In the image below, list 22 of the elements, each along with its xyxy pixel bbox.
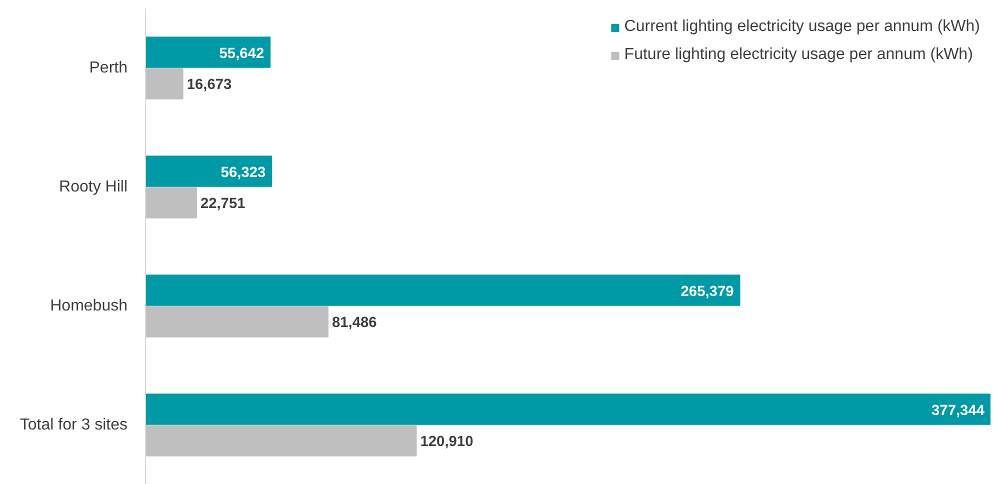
legend-label: Current lighting electricity usage per annum (kWh): [624, 18, 980, 36]
data-label: 16,673: [186, 77, 232, 94]
data-label: 81,486: [332, 315, 377, 332]
bar: [146, 425, 417, 456]
legend-label: Future lighting electricity usage per annum (kWh): [624, 46, 973, 64]
y-tick-label: Perth: [89, 60, 128, 76]
bar: [146, 36, 271, 68]
bar: [146, 306, 328, 338]
y-tick-label: Homebush: [50, 298, 128, 314]
bar: [146, 274, 740, 306]
data-label: 265,379: [680, 284, 734, 300]
data-label: 55,642: [219, 46, 264, 62]
bar: [146, 187, 197, 218]
y-tick-label: Rooty Hill: [59, 178, 128, 196]
bar: [146, 394, 990, 425]
data-label: 56,323: [220, 164, 266, 181]
data-label: 120,910: [420, 434, 474, 450]
y-tick-label: Total for 3 sites: [20, 416, 128, 434]
bar: [146, 68, 184, 100]
bar: [146, 156, 272, 187]
data-label: 377,344: [932, 402, 986, 419]
data-label: 22,751: [200, 196, 246, 212]
